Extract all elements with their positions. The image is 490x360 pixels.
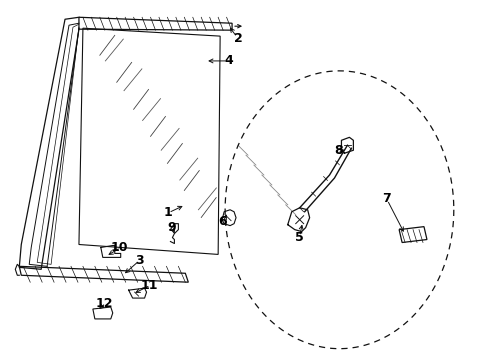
- Text: 3: 3: [135, 254, 144, 267]
- Text: 7: 7: [382, 192, 391, 205]
- Text: 10: 10: [111, 241, 128, 254]
- Text: 2: 2: [234, 32, 243, 45]
- Text: 8: 8: [334, 144, 343, 157]
- Text: 4: 4: [225, 54, 233, 67]
- Text: 5: 5: [295, 231, 304, 244]
- Text: 9: 9: [167, 221, 176, 234]
- Polygon shape: [399, 227, 427, 243]
- Text: 11: 11: [141, 279, 158, 292]
- Polygon shape: [93, 307, 113, 319]
- Polygon shape: [79, 17, 232, 30]
- Text: 6: 6: [218, 215, 226, 228]
- Text: 12: 12: [96, 297, 114, 310]
- Polygon shape: [19, 266, 188, 282]
- Text: 1: 1: [164, 206, 173, 219]
